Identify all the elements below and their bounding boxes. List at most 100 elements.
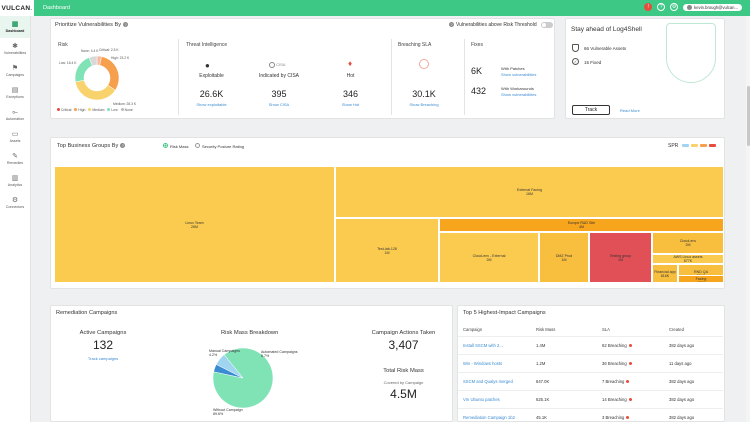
sidebar-item-remedies[interactable]: ✎ Remedies: [0, 148, 30, 170]
sla-cell: 36 Breaching: [602, 361, 632, 366]
show-hot-link[interactable]: Show Hot: [341, 102, 360, 107]
prioritize-card: Prioritize Vulnerabilities By? ? Vulnerab…: [50, 18, 555, 119]
risk-mass-radio[interactable]: [163, 143, 168, 148]
treemap-cell[interactable]: Financial app 816K: [652, 264, 678, 283]
sidebar-item-dashboard[interactable]: ▦ Dashboard: [0, 16, 30, 38]
spr-option-label: Security Posture Rating: [202, 143, 245, 149]
treemap-cell[interactable]: DMZ Prod 1M: [539, 232, 589, 283]
treemap-value: 877K: [683, 259, 693, 263]
sidebar-item-vulnerabilities[interactable]: ✱ Vulnerabilities: [0, 38, 30, 60]
sla-title: Breaching SLA: [398, 42, 432, 48]
vulcan-logo[interactable]: VULCAN.: [0, 0, 34, 16]
read-more-link[interactable]: Read More: [620, 108, 640, 113]
breaching-dot-icon: [628, 362, 632, 365]
treemap-name: Europe R&D Site: [567, 221, 596, 225]
table-row[interactable]: Remediation Campaign 1b2 45.1K 3 Breaching…: [458, 408, 723, 422]
risk-legend-item[interactable]: High: [74, 108, 85, 112]
treemap-cell[interactable]: Europe R&D Site 4M: [439, 218, 724, 232]
created-cell: 382 days ago: [669, 343, 695, 348]
risk-mass-label: Risk Mass: [170, 143, 189, 149]
risk-slice-high[interactable]: [99, 56, 120, 91]
scrollbar-thumb[interactable]: [746, 86, 750, 146]
treemap-cell[interactable]: External Facing 16M: [335, 166, 724, 218]
legend-label: Medium: [92, 108, 105, 112]
sidebar-item-automation[interactable]: ⟜ Automation: [0, 104, 30, 126]
groups-title: Top Business Groups By: [57, 143, 119, 149]
campaign-link[interactable]: Install SSCM with 2...: [463, 343, 503, 348]
breakdown-slice[interactable]: [215, 354, 244, 379]
treemap-cell[interactable]: Critical Windows External Facing 496K: [678, 275, 724, 283]
table-row[interactable]: Win - Windows hosts 1.2M 36 Breaching 11 da…: [458, 354, 723, 372]
table-row[interactable]: Vm Ubuntu patches 625.1K 14 Breaching 382 d…: [458, 390, 723, 408]
bug-icon: ✱: [12, 43, 18, 50]
campaign-link[interactable]: Win - Windows hosts: [463, 361, 503, 366]
treemap-value: 26M: [191, 224, 198, 229]
spr-swatch: [682, 144, 689, 147]
treemap-cell[interactable]: AWS Linux assets 877K: [652, 254, 724, 264]
table-row[interactable]: Install SSCM with 2... 1.4M 62 Breaching 38…: [458, 336, 723, 354]
table-header: Campaign Risk Mass SLA Created: [458, 322, 726, 336]
risk-legend-item[interactable]: Medium: [88, 108, 104, 112]
sidebar-item-analytics[interactable]: ▥ Analytics: [0, 170, 30, 192]
column-header[interactable]: SLA: [602, 327, 610, 332]
column-header[interactable]: Risk Mass: [536, 327, 556, 332]
workarounds-link[interactable]: Show vulnerabilities: [501, 92, 537, 97]
treemap-cell[interactable]: Linux Team 26M: [54, 166, 335, 283]
column-header[interactable]: Created: [669, 327, 684, 332]
cisa-label: Indicated by CISA: [258, 73, 300, 79]
treemap-value: 1M: [561, 257, 567, 262]
show-cisa-link[interactable]: Show CISA: [268, 102, 290, 107]
spr-radio[interactable]: [195, 143, 200, 148]
breadcrumb[interactable]: Dashboard: [43, 5, 70, 11]
risk-legend-item[interactable]: Critical: [57, 108, 71, 112]
treemap-cell[interactable]: Testing group 1M: [589, 232, 652, 283]
help-icon[interactable]: ?: [449, 22, 454, 28]
show-breaching-link[interactable]: Show Breaching: [409, 102, 439, 107]
page-scrollbar[interactable]: [746, 16, 750, 422]
risk-slice-low[interactable]: [74, 57, 93, 83]
table-row[interactable]: SSCM and Qualys merged 647.0K 7 Breaching 3…: [458, 372, 723, 390]
breaching-dot-icon: [628, 344, 632, 347]
sidebar-item-label: Exceptions: [6, 95, 24, 99]
sidebar-item-exceptions[interactable]: ▤ Exceptions: [0, 82, 30, 104]
risk-legend-item[interactable]: Low: [107, 108, 118, 112]
user-menu[interactable]: kevin.brough@vulcan...: [683, 3, 742, 11]
prioritize-title: Prioritize Vulnerabilities By: [55, 22, 122, 28]
patches-link[interactable]: Show vulnerabilities: [501, 72, 537, 77]
sidebar-item-label: Analytics: [7, 183, 23, 187]
show-exploitable-link[interactable]: Show exploitable: [196, 102, 227, 107]
legend-dot: [120, 108, 124, 111]
help-icon[interactable]: ?: [123, 22, 129, 28]
campaign-link[interactable]: Vm Ubuntu patches: [463, 397, 500, 402]
top5-table: Campaign Risk Mass SLA Created Install SSCM …: [458, 322, 726, 422]
track-campaigns-link[interactable]: Track campaigns: [87, 356, 119, 361]
sidebar-item-assets[interactable]: ▭ Assets: [0, 126, 30, 148]
column-header[interactable]: Campaign: [463, 327, 483, 332]
treemap-name: External Facing: [517, 188, 542, 192]
treemap-cell[interactable]: Cloud-env 2M: [652, 232, 724, 254]
risk-slice-low[interactable]: [88, 55, 98, 67]
threshold-label: Vulnerabilities above Risk Threshold: [456, 22, 537, 28]
notification-icon[interactable]: !: [644, 3, 653, 11]
sidebar-item-campaigns[interactable]: ⚑ Campaigns: [0, 60, 30, 82]
risk-legend-item[interactable]: None: [120, 108, 133, 112]
risk-threshold-toggle[interactable]: [541, 22, 553, 28]
hot-value: 346: [342, 89, 359, 99]
treemap-value: 1M: [384, 250, 390, 255]
settings-icon[interactable]: ⚙: [670, 3, 679, 11]
spr-legend: [682, 144, 716, 147]
campaign-link[interactable]: SSCM and Qualys merged: [463, 379, 513, 384]
cisa-value: 395: [271, 89, 287, 99]
treemap: Linux Team 26M External Facing 16M Test-lab-…: [54, 166, 724, 283]
campaign-link[interactable]: Remediation Campaign 1b2: [463, 415, 515, 420]
risk-mass-cell: 1.4M: [536, 343, 546, 348]
help-icon[interactable]: ?: [120, 143, 126, 149]
sidebar-item-connectors[interactable]: ⚙ Connectors: [0, 192, 30, 214]
help-icon[interactable]: ?: [657, 3, 666, 11]
user-email: kevin.brough@vulcan...: [694, 4, 738, 10]
track-button[interactable]: Track: [572, 105, 610, 115]
patches-label: With Patches: [501, 66, 525, 71]
treemap-cell[interactable]: Test-lab-128 1M: [335, 218, 439, 283]
treemap-cell[interactable]: Cloud-env - External 2M: [439, 232, 539, 283]
